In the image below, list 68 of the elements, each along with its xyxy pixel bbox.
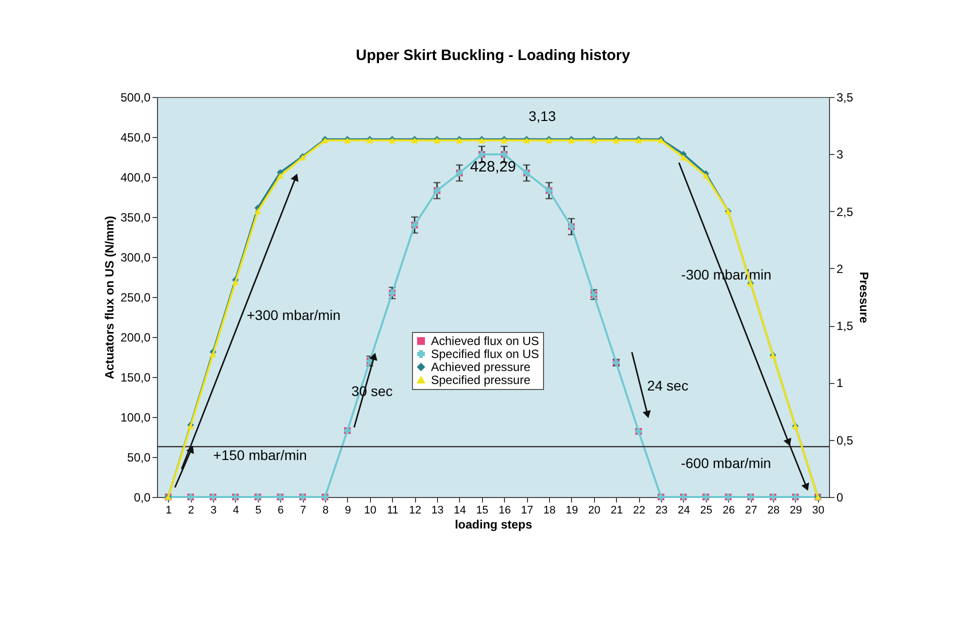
annotation: +150 mbar/min	[213, 447, 307, 464]
x-tick-label: 2	[188, 504, 194, 516]
y-tick-label: 350,0	[120, 210, 151, 224]
y-tick-label: 400,0	[120, 170, 151, 184]
annotation: 428,29	[470, 158, 516, 176]
annotation: -600 mbar/min	[680, 455, 772, 472]
legend-label: Specified flux on US	[431, 347, 540, 361]
y2-tick-label: 0,5	[836, 433, 854, 448]
x-axis-title: loading steps	[454, 518, 532, 532]
legend-label: Achieved pressure	[431, 360, 531, 374]
x-tick-label: 7	[300, 504, 306, 516]
x-tick-label: 29	[790, 504, 802, 516]
point	[232, 279, 239, 286]
x-tick-label: 22	[632, 504, 646, 516]
x-tick-label: 26	[722, 504, 735, 516]
x-tick-label: 1	[166, 504, 172, 516]
x-tick-label: 8	[322, 504, 329, 516]
annotation: 24 sec	[647, 378, 688, 394]
point	[210, 351, 216, 358]
x-tick-label: 10	[364, 504, 376, 516]
x-tick-label: 12	[408, 504, 422, 516]
y-tick-label: 450,0	[120, 130, 151, 144]
y-tick-label: 50,0	[127, 450, 151, 464]
x-tick-label: 25	[700, 504, 712, 516]
point	[702, 172, 710, 179]
y-tick-label: 500,0	[120, 90, 151, 104]
x-tick-label: 13	[431, 504, 444, 516]
annotation: +300 mbar/min	[246, 307, 341, 324]
y-tick-label: 250,0	[120, 290, 151, 304]
x-tick-label: 24	[678, 504, 690, 516]
x-tick-label: 15	[476, 504, 488, 516]
y-tick-label: 150,0	[120, 370, 151, 384]
x-tick-label: 27	[744, 504, 758, 516]
point	[276, 172, 284, 179]
y-tick-label: 200,0	[120, 330, 151, 344]
x-tick-label: 4	[232, 504, 239, 516]
x-tick-label: 11	[386, 504, 398, 516]
x-tick-label: 18	[543, 504, 556, 516]
x-tick-label: 20	[588, 504, 600, 516]
y2-tick-label: 1	[836, 376, 844, 390]
x-tick-label: 5	[255, 504, 262, 516]
x-tick-label: 23	[655, 504, 668, 516]
y2-tick-label: 3,5	[836, 90, 854, 104]
y2-tick-label: 2,5	[836, 204, 854, 219]
legend-label: Achieved flux on US	[431, 334, 540, 348]
y2-tick-label: 1,5	[836, 319, 854, 334]
y2-tick-label: 0	[836, 490, 844, 504]
x-tick-label: 28	[767, 504, 780, 516]
chart-title: Upper Skirt Buckling - Loading history	[356, 47, 631, 64]
x-tick-label: 30	[812, 504, 824, 516]
x-tick-label: 17	[520, 504, 534, 516]
x-tick-label: 3	[210, 504, 217, 516]
legend-label: Specified pressure	[431, 373, 531, 387]
x-tick-label: 16	[498, 504, 511, 516]
x-tick-label: 9	[344, 504, 351, 516]
y2-tick-label: 2	[836, 262, 844, 276]
y-tick-label: 0,0	[134, 490, 151, 504]
y-tick-label: 300,0	[120, 250, 151, 264]
y2-tick-label: 3	[836, 148, 844, 162]
x-tick-label: 19	[566, 504, 578, 516]
x-tick-label: 6	[278, 504, 284, 516]
y-axis-title: Actuators flux on US (N/mm)	[102, 216, 116, 380]
y2-axis-title: Pressure	[857, 272, 872, 324]
annotation: 3,13	[528, 108, 556, 124]
x-tick-label: 21	[610, 504, 623, 516]
point	[254, 208, 262, 214]
x-tick-label: 14	[454, 504, 466, 516]
y-tick-label: 100,0	[120, 410, 151, 424]
